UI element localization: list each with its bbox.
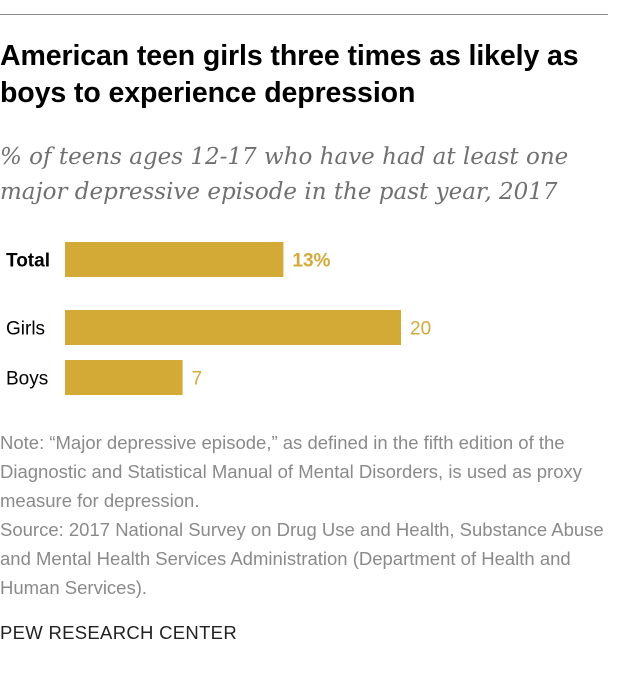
note-text: Note: “Major depressive episode,” as def… [0,432,582,511]
bar-girls [65,310,401,345]
footer-logo-text: PEW RESEARCH CENTER [0,622,237,643]
bar-boys [65,360,183,395]
notes-block: Note: “Major depressive episode,” as def… [0,428,612,602]
value-label-boys: 7 [192,369,203,390]
chart-title: American teen girls three times as likel… [0,40,579,109]
bar-chart-svg: Total 13% Girls 20 Boys 7 [6,242,431,395]
bar-chart: Total 13% Girls 20 Boys 7 [0,225,612,405]
category-label-total: Total [6,251,50,272]
top-divider [0,14,608,15]
category-label-boys: Boys [6,369,48,390]
source-text: Source: 2017 National Survey on Drug Use… [0,519,604,598]
value-label-girls: 20 [410,319,431,340]
value-label-total: 13% [292,251,330,272]
bar-total [65,242,284,277]
category-label-girls: Girls [6,319,45,340]
chart-subtitle: % of teens ages 12-17 who have had at le… [0,144,569,205]
